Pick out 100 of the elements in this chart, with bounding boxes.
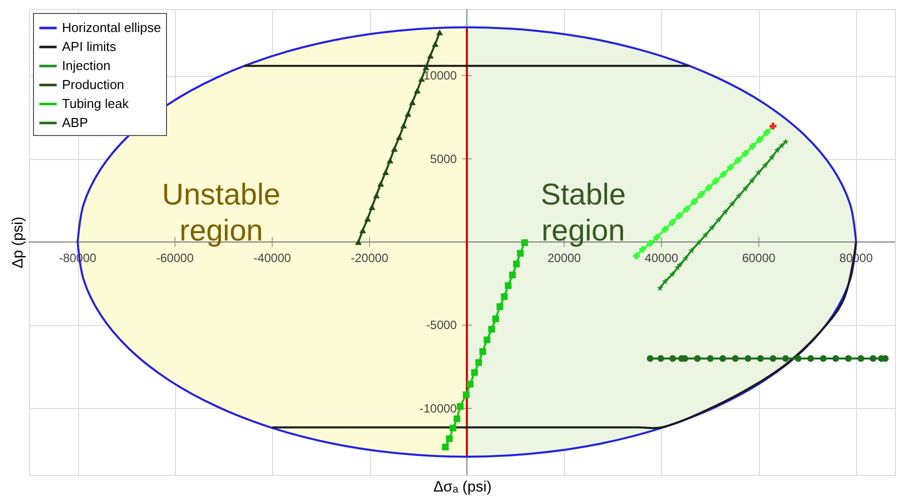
y-tick-label: 5000 bbox=[430, 152, 458, 166]
point bbox=[436, 29, 443, 36]
point bbox=[409, 99, 416, 106]
point bbox=[496, 303, 504, 310]
point bbox=[778, 142, 785, 149]
point bbox=[742, 150, 749, 157]
point bbox=[734, 157, 742, 164]
point bbox=[696, 239, 702, 246]
annotation: Stable region bbox=[540, 178, 626, 248]
legend-label: Production bbox=[62, 77, 124, 92]
point bbox=[488, 326, 495, 333]
point bbox=[632, 252, 640, 260]
legend-label: Injection bbox=[62, 58, 110, 73]
point bbox=[782, 138, 789, 145]
point bbox=[513, 260, 520, 268]
point bbox=[521, 239, 528, 246]
point bbox=[359, 227, 366, 234]
point bbox=[479, 348, 486, 355]
point bbox=[706, 355, 714, 362]
point bbox=[770, 355, 776, 362]
point bbox=[442, 444, 449, 450]
point bbox=[774, 146, 780, 153]
point bbox=[646, 355, 654, 362]
point bbox=[744, 355, 752, 362]
point bbox=[509, 272, 516, 278]
point bbox=[757, 355, 764, 362]
y-tick-label: -10000 bbox=[419, 401, 458, 416]
point bbox=[484, 336, 490, 344]
point bbox=[386, 158, 394, 164]
point bbox=[466, 380, 474, 388]
x-tick-label: -20000 bbox=[350, 251, 389, 265]
point bbox=[782, 355, 789, 362]
x-tick-label: -40000 bbox=[254, 251, 292, 265]
point bbox=[756, 136, 764, 143]
point bbox=[794, 355, 802, 362]
point bbox=[427, 52, 434, 59]
point bbox=[454, 415, 460, 422]
point bbox=[400, 122, 407, 128]
point bbox=[676, 262, 684, 268]
point bbox=[646, 240, 654, 247]
point bbox=[694, 355, 701, 362]
y-tick-label: -5000 bbox=[426, 318, 458, 332]
point bbox=[662, 278, 668, 284]
point bbox=[492, 316, 499, 322]
point bbox=[820, 355, 827, 362]
point bbox=[669, 270, 676, 277]
point bbox=[414, 88, 421, 94]
legend-label: Horizontal ellipse bbox=[62, 20, 161, 35]
point bbox=[377, 180, 384, 187]
point bbox=[471, 369, 478, 376]
legend-label: API limits bbox=[62, 39, 117, 54]
x-tick-label: 20000 bbox=[547, 251, 582, 265]
point bbox=[683, 206, 690, 212]
point bbox=[404, 110, 412, 117]
point bbox=[456, 403, 464, 410]
point bbox=[373, 192, 380, 198]
x-tick-label: 60000 bbox=[742, 251, 776, 265]
point bbox=[722, 208, 728, 215]
y-axis-title: Δp (psi) bbox=[10, 216, 26, 268]
point bbox=[755, 169, 762, 176]
point bbox=[475, 359, 482, 366]
x-axis-title: Δσₐ (psi) bbox=[433, 478, 492, 496]
point bbox=[662, 226, 668, 233]
point bbox=[708, 224, 716, 230]
point bbox=[735, 192, 742, 199]
point bbox=[669, 355, 676, 362]
point bbox=[807, 355, 814, 362]
x-tick-label: 40000 bbox=[644, 251, 678, 265]
point bbox=[763, 129, 770, 136]
point bbox=[396, 134, 403, 140]
point bbox=[715, 216, 722, 223]
point bbox=[500, 293, 508, 300]
point bbox=[728, 200, 736, 207]
point bbox=[450, 424, 456, 432]
point bbox=[639, 246, 646, 253]
annotation: Unstable region bbox=[162, 178, 280, 248]
point bbox=[422, 64, 430, 70]
point bbox=[748, 177, 756, 184]
point bbox=[462, 391, 470, 398]
point bbox=[720, 171, 727, 178]
point bbox=[446, 435, 453, 442]
point bbox=[364, 216, 371, 222]
point bbox=[418, 76, 425, 82]
legend-label: ABP bbox=[62, 115, 88, 130]
point bbox=[391, 146, 398, 152]
point bbox=[832, 355, 840, 362]
point bbox=[516, 250, 524, 257]
point bbox=[702, 232, 708, 238]
point bbox=[355, 239, 362, 245]
point bbox=[698, 191, 705, 198]
legend-label: Tubing leak bbox=[62, 96, 130, 111]
point bbox=[690, 198, 698, 206]
point bbox=[674, 264, 681, 270]
point bbox=[656, 284, 664, 291]
point bbox=[858, 355, 864, 362]
point bbox=[719, 355, 726, 362]
x-tick-label: -60000 bbox=[156, 251, 194, 265]
point bbox=[368, 204, 376, 210]
point bbox=[688, 247, 695, 254]
point bbox=[742, 185, 748, 192]
